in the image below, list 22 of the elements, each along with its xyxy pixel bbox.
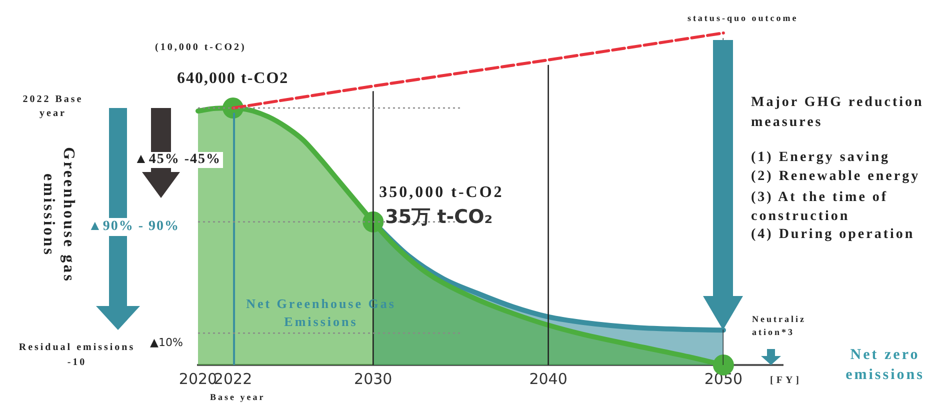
text: ▲90% - 90% (86, 218, 182, 236)
annotation: ▲45% -45% (132, 152, 224, 168)
text: Greenhouse gas emissions (39, 146, 78, 285)
text: Residual emissions -10 (18, 341, 136, 370)
annotation: (3) At the time of construction (751, 189, 890, 226)
annotation: (1) Energy saving (751, 150, 890, 166)
annotation: (4) During operation (751, 227, 915, 243)
annotation: Neutralization*3 (752, 313, 806, 339)
text: Net zero emissions (844, 346, 926, 385)
annotation: 350,000 t-CO2 (379, 184, 504, 202)
y-axis-title: (10,000 t-CO2) (155, 42, 246, 53)
annotation: Major GHG reduction measures (751, 94, 925, 132)
x-axis-title: [FY] (770, 375, 802, 386)
annotation: (2) Renewable energy (751, 169, 920, 185)
annotation: 640,000 t-CO2 (177, 70, 289, 88)
annotation: 35万 t-CO₂ (385, 204, 493, 230)
text: Base year (210, 392, 266, 402)
annotation: status-quo outcome (687, 13, 798, 23)
x-tick-label: 2040 (529, 370, 568, 388)
text: ▲10% (150, 336, 183, 349)
x-tick-label: 2030 (354, 370, 392, 388)
text: 2022 Base year (22, 93, 84, 121)
